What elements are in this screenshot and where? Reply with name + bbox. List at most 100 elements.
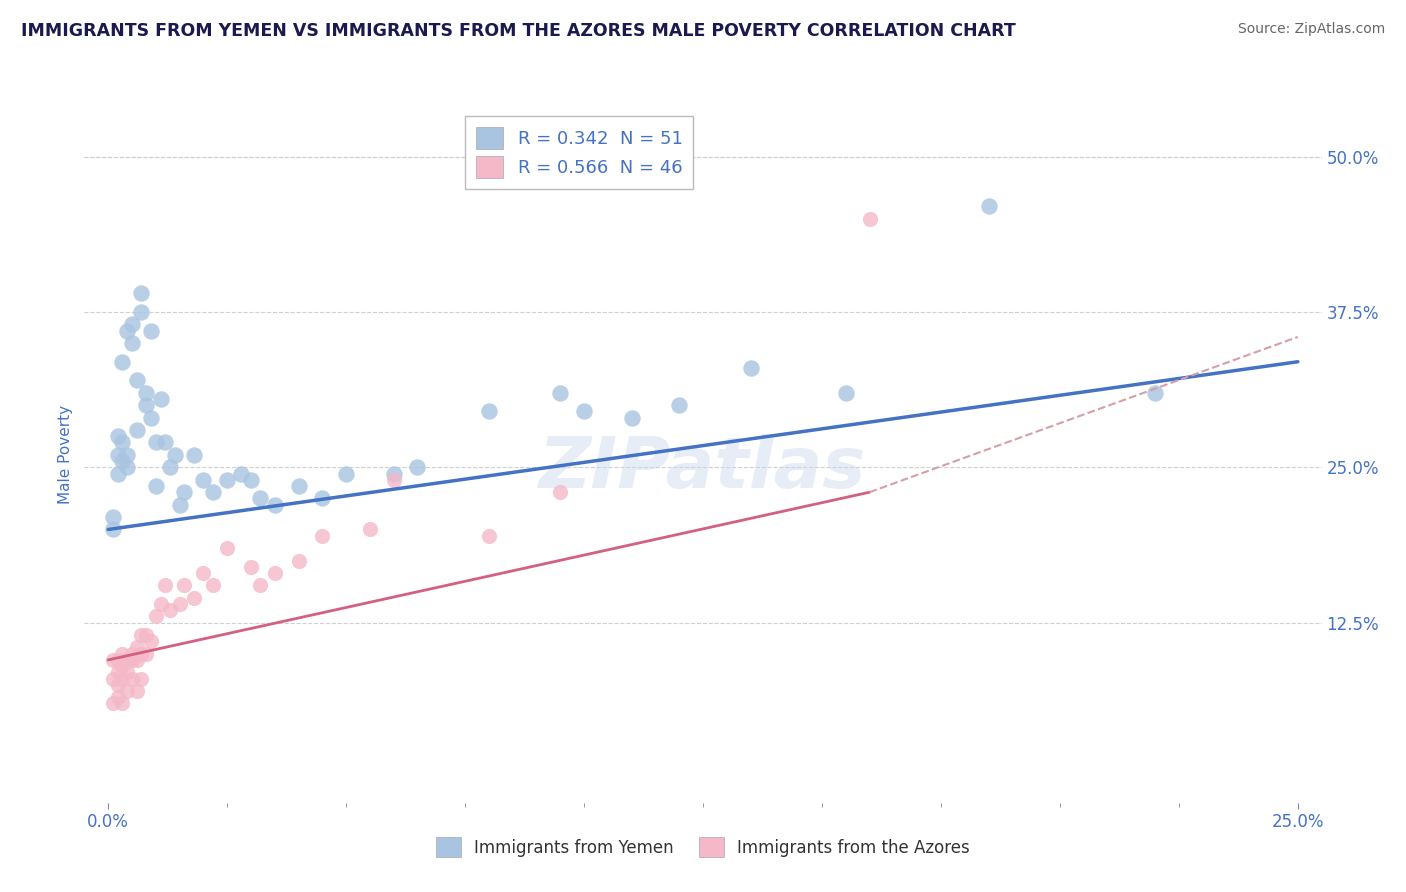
Point [107, 665, 129, 680]
Point [173, 485, 195, 500]
Point [668, 398, 690, 412]
Point [217, 473, 239, 487]
Text: IMMIGRANTS FROM YEMEN VS IMMIGRANTS FROM THE AZORES MALE POVERTY CORRELATION CHA: IMMIGRANTS FROM YEMEN VS IMMIGRANTS FROM… [21, 22, 1017, 40]
Point [107, 467, 129, 481]
Legend: Immigrants from Yemen, Immigrants from the Azores: Immigrants from Yemen, Immigrants from t… [429, 830, 977, 864]
Point [311, 491, 333, 506]
Point [572, 404, 595, 418]
Point [548, 385, 571, 400]
Point [858, 211, 880, 226]
Point [115, 448, 138, 462]
Point [131, 286, 153, 301]
Point [101, 653, 124, 667]
Point [382, 467, 405, 481]
Point [121, 336, 143, 351]
Point [131, 628, 153, 642]
Point [101, 523, 124, 537]
Point [111, 659, 134, 673]
Point [139, 634, 162, 648]
Point [231, 467, 253, 481]
Text: Source: ZipAtlas.com: Source: ZipAtlas.com [1237, 22, 1385, 37]
Point [201, 578, 224, 592]
Point [145, 479, 167, 493]
Point [478, 404, 501, 418]
Point [163, 448, 186, 462]
Point [111, 697, 134, 711]
Point [217, 541, 239, 555]
Point [139, 324, 162, 338]
Point [135, 385, 157, 400]
Point [111, 355, 134, 369]
Point [193, 473, 215, 487]
Point [135, 647, 157, 661]
Point [115, 653, 138, 667]
Point [183, 591, 205, 605]
Point [111, 435, 134, 450]
Point [111, 672, 134, 686]
Point [311, 529, 333, 543]
Point [159, 603, 181, 617]
Point [149, 597, 172, 611]
Point [335, 467, 357, 481]
Point [101, 510, 124, 524]
Point [101, 697, 124, 711]
Point [239, 473, 262, 487]
Point [135, 628, 157, 642]
Point [135, 398, 157, 412]
Point [239, 559, 262, 574]
Point [121, 653, 143, 667]
Point [145, 435, 167, 450]
Point [115, 460, 138, 475]
Point [115, 665, 138, 680]
Point [121, 318, 143, 332]
Point [548, 485, 571, 500]
Point [263, 566, 285, 580]
Point [287, 553, 309, 567]
Point [107, 429, 129, 443]
Point [121, 647, 143, 661]
Point [107, 678, 129, 692]
Point [159, 460, 181, 475]
Point [382, 473, 405, 487]
Point [149, 392, 172, 406]
Point [201, 485, 224, 500]
Point [125, 640, 148, 655]
Point [131, 647, 153, 661]
Point [125, 653, 148, 667]
Point [193, 566, 215, 580]
Point [125, 684, 148, 698]
Point [740, 361, 762, 376]
Point [111, 454, 134, 468]
Point [478, 529, 501, 543]
Point [249, 491, 271, 506]
Point [107, 448, 129, 462]
Point [121, 672, 143, 686]
Text: ZIPatlas: ZIPatlas [540, 434, 866, 503]
Point [835, 385, 858, 400]
Point [101, 672, 124, 686]
Point [183, 448, 205, 462]
Point [1144, 385, 1167, 400]
Point [111, 647, 134, 661]
Point [406, 460, 429, 475]
Point [125, 373, 148, 387]
Point [155, 578, 177, 592]
Point [115, 684, 138, 698]
Point [139, 410, 162, 425]
Point [145, 609, 167, 624]
Point [107, 690, 129, 705]
Point [131, 305, 153, 319]
Point [620, 410, 643, 425]
Point [287, 479, 309, 493]
Point [977, 199, 1000, 213]
Point [125, 423, 148, 437]
Point [131, 672, 153, 686]
Point [169, 597, 191, 611]
Point [173, 578, 195, 592]
Point [107, 653, 129, 667]
Point [359, 523, 381, 537]
Point [263, 498, 285, 512]
Point [155, 435, 177, 450]
Point [249, 578, 271, 592]
Point [115, 324, 138, 338]
